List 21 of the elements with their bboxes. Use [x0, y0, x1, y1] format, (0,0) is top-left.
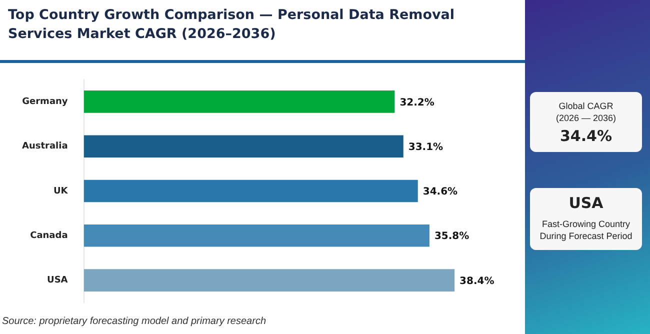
data-label: 34.6% [422, 186, 458, 198]
y-tick-label: UK [53, 186, 69, 196]
data-label: 35.8% [434, 231, 470, 242]
data-label: 33.1% [408, 142, 444, 153]
y-tick-label: Canada [30, 230, 68, 241]
bar [84, 224, 430, 247]
text: 34.4% [558, 127, 614, 145]
y-tick-label: USA [47, 276, 68, 286]
bar [84, 180, 418, 202]
y-tick-label: Australia [22, 142, 68, 152]
source-note: Source: proprietary forecasting model and primary research [2, 316, 266, 327]
text: Fast-Growing Country During Forecast Period [538, 218, 634, 242]
chart-title: Top Country Growth Comparison — Personal Data Removal Services Market CAGR (2026–2036) [8, 6, 456, 44]
data-label: 38.4% [460, 276, 494, 287]
text: USA [568, 194, 604, 212]
bar [84, 135, 404, 158]
text: Global CAGR (2026 — 2036) [554, 100, 618, 124]
data-label: 32.2% [400, 97, 434, 108]
bar [84, 90, 395, 113]
y-tick-label: Germany [22, 97, 68, 108]
bar [84, 269, 455, 292]
